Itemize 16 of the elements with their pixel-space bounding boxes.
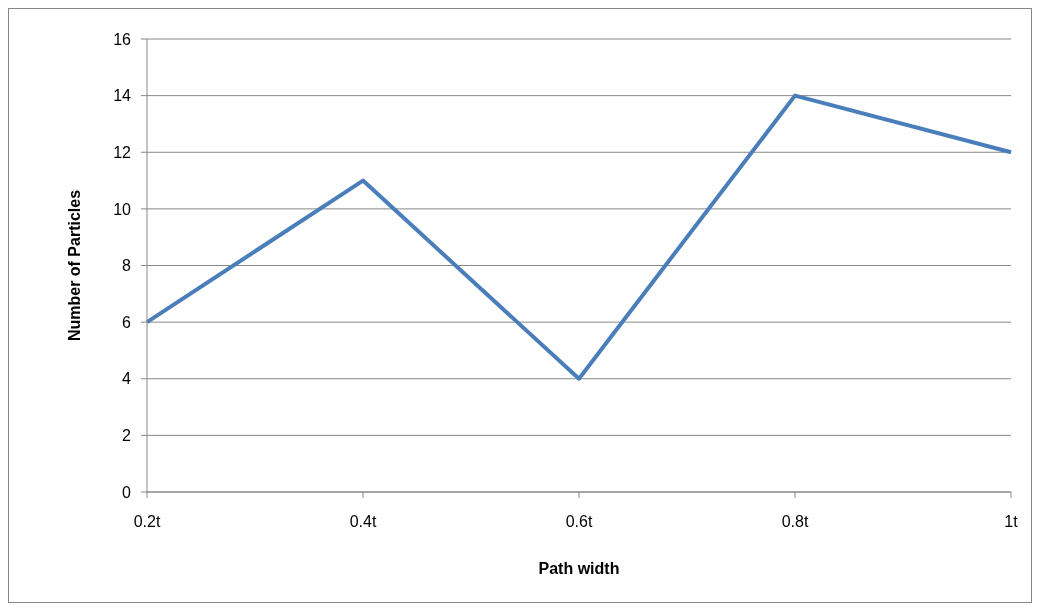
y-tick-label: 16 (113, 30, 132, 48)
y-tick-label: 6 (122, 313, 132, 331)
y-axis-title: Number of Particles (65, 189, 83, 342)
y-tick-label: 10 (113, 200, 132, 218)
x-axis-title: Path width (538, 560, 620, 577)
y-tick-label: 14 (113, 87, 132, 105)
x-tick-label: 0.2t (133, 513, 161, 531)
y-tick-label: 12 (113, 143, 132, 161)
y-tick-label: 0 (122, 483, 132, 501)
x-tick-label: 1t (1004, 513, 1019, 531)
x-tick-label: 0.4t (349, 513, 377, 531)
y-tick-label: 2 (122, 427, 132, 445)
x-tick-label: 0.8t (781, 513, 809, 531)
y-tick-label: 8 (122, 257, 132, 275)
x-tick-label: 0.6t (565, 513, 593, 531)
y-tick-label: 4 (122, 370, 132, 388)
